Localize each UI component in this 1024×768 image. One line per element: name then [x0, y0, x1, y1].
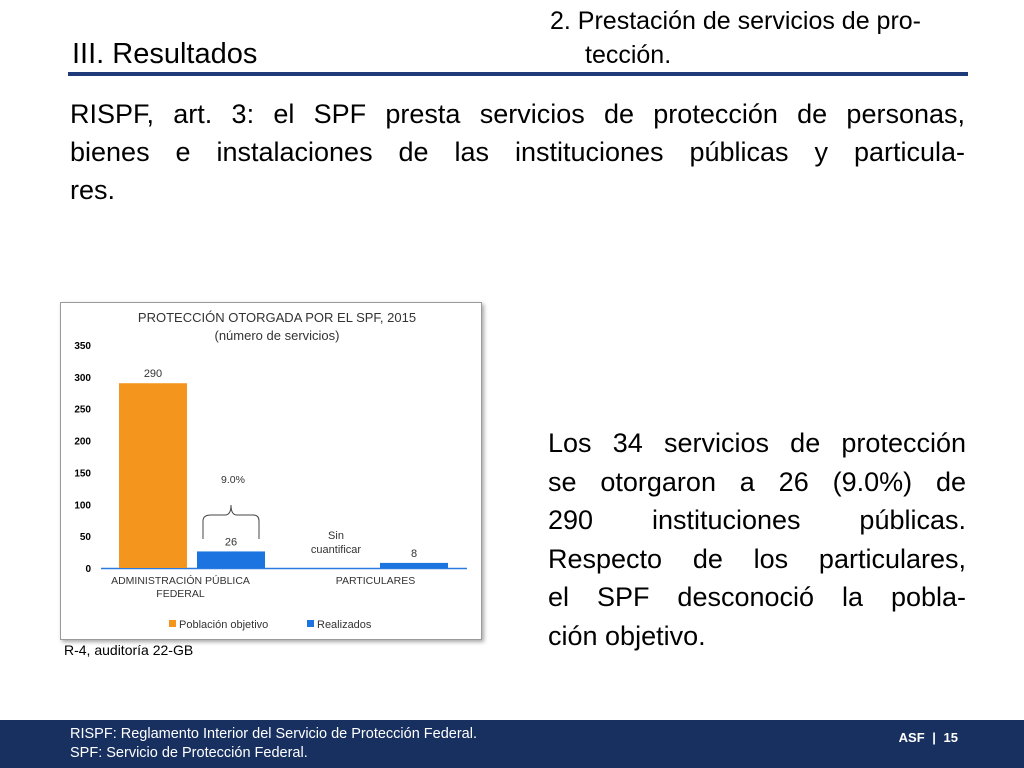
bar-realizados	[380, 562, 448, 568]
bar-poblacion-objetivo	[119, 383, 187, 568]
y-tick-label: 150	[74, 468, 91, 479]
subsection-title: 2. Prestación de servicios de pro- tecci…	[550, 4, 970, 72]
summary-line: ción objetivo.	[548, 620, 706, 651]
summary-line: 290 instituciones públicas.	[548, 505, 966, 535]
summary-line: se otorgaron a 26 (9.0%) de	[548, 466, 966, 497]
chart-subtitle: (número de servicios)	[215, 328, 340, 343]
footer-note: SPF: Servicio de Protección Federal.	[70, 745, 308, 761]
footer-note: RISPF: Reglamento Interior del Servicio …	[70, 726, 477, 742]
intro-paragraph: RISPF, art. 3: el SPF presta servicios d…	[70, 95, 965, 209]
annotation-brace	[202, 504, 260, 539]
y-tick-label: 0	[85, 564, 91, 575]
chart-title: PROTECCIÓN OTORGADA POR EL SPF, 2015	[138, 310, 416, 325]
data-label: 290	[144, 368, 162, 380]
summary-line: Respecto de los particulares,	[548, 543, 966, 574]
bar-chart: PROTECCIÓN OTORGADA POR EL SPF, 2015 (núm…	[74, 310, 467, 631]
title-rule	[68, 72, 968, 76]
page-number-value: 15	[943, 730, 958, 745]
y-tick-label: 300	[74, 373, 91, 384]
legend-label: Población objetivo	[179, 619, 268, 631]
y-tick-label: 50	[80, 532, 92, 543]
page-number: ASF | 15	[895, 730, 958, 745]
summary-line: el SPF desconoció la pobla-	[548, 582, 966, 612]
category-label: PARTICULARES	[336, 575, 416, 587]
chart-container: PROTECCIÓN OTORGADA POR EL SPF, 2015 (núm…	[60, 302, 482, 640]
org-label: ASF	[898, 730, 925, 745]
summary-line: Los 34 servicios de protección	[548, 428, 966, 458]
intro-line: RISPF, art. 3: el SPF presta servicios d…	[70, 99, 965, 129]
subsection-title-line-1: 2. Prestación de servicios de pro-	[550, 7, 922, 35]
y-tick-label: 100	[74, 500, 91, 511]
bar-realizados	[197, 551, 265, 568]
section-title: III. Resultados	[72, 38, 258, 70]
y-tick-label: 350	[74, 341, 91, 352]
y-tick-label: 200	[74, 437, 91, 448]
page-separator: |	[932, 730, 936, 745]
footer-bar: RISPF: Reglamento Interior del Servicio …	[0, 720, 1024, 768]
intro-line: res.	[70, 175, 116, 205]
summary-paragraph: Los 34 servicios de protección se otorga…	[548, 424, 966, 655]
legend-swatch-poblacion-objetivo	[169, 620, 176, 627]
y-tick-label: 250	[74, 405, 91, 416]
subsection-title-line-2: tección.	[585, 41, 672, 69]
legend-swatch-realizados	[307, 620, 314, 627]
missing-value-label: Sin	[328, 530, 344, 542]
chart-source: R-4, auditoría 22-GB	[64, 642, 194, 658]
category-label: FEDERAL	[156, 588, 205, 600]
footer-notes: RISPF: Reglamento Interior del Servicio …	[70, 725, 477, 763]
missing-value-label: cuantificar	[311, 544, 361, 556]
data-label: 26	[225, 536, 237, 548]
legend-label: Realizados	[317, 619, 372, 631]
data-label: 8	[411, 548, 417, 560]
intro-line: bienes e instalaciones de las institucio…	[70, 137, 965, 167]
annotation-label: 9.0%	[221, 474, 245, 486]
category-label: ADMINISTRACIÓN PÚBLICA	[111, 574, 250, 587]
